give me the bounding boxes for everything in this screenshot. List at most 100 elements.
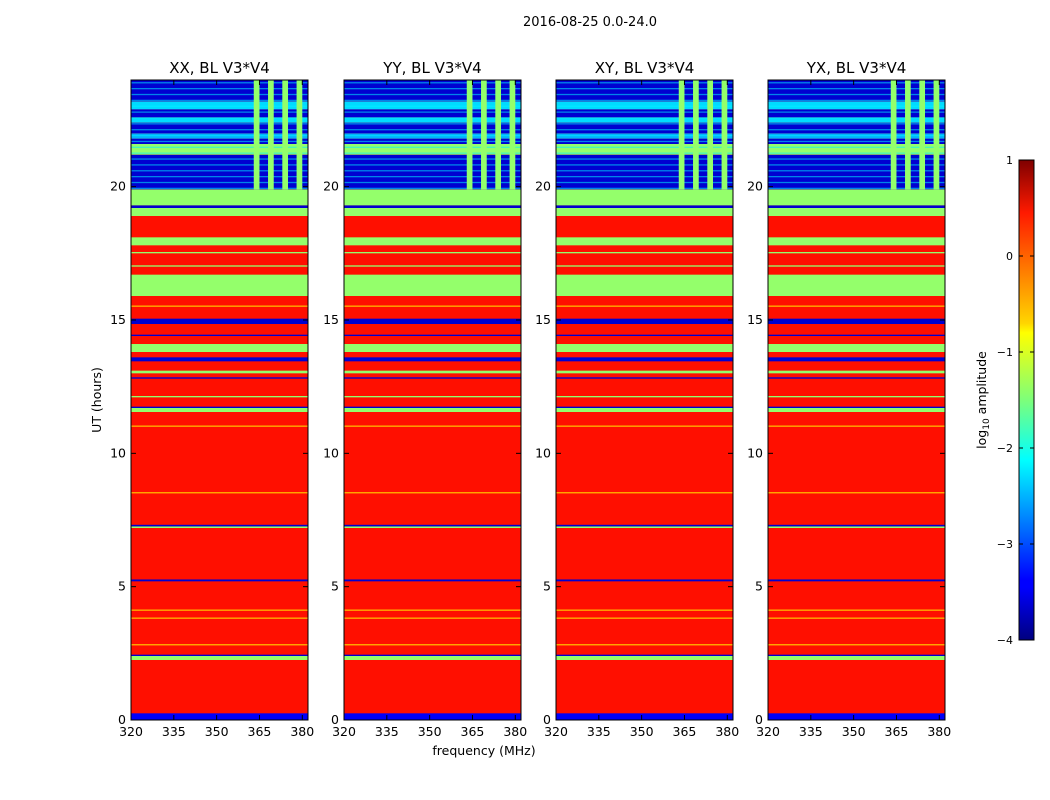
heatmap-band (344, 117, 521, 123)
heatmap-speckle (768, 176, 945, 178)
heatmap-band (131, 408, 308, 412)
heatmap-band (556, 154, 733, 190)
heatmap-speckle (131, 129, 308, 131)
heatmap-band (344, 370, 521, 374)
heatmap-speckle (768, 140, 945, 143)
y-tick-label: 10 (110, 445, 126, 460)
heatmap-speckle (344, 134, 521, 137)
heatmap-speckle (344, 111, 521, 113)
heatmap-band (344, 318, 521, 324)
heatmap-band (131, 318, 308, 324)
colorbar-gradient (1018, 159, 1035, 641)
y-tick-label: 15 (110, 312, 126, 327)
heatmap-band (768, 334, 945, 336)
heatmap-band (344, 526, 521, 528)
heatmap-speckle (556, 99, 733, 102)
heatmap-speckle (556, 93, 733, 96)
heatmap-speckle (768, 134, 945, 137)
panel-title: XY, BL V3*V4 (595, 59, 695, 77)
heatmap-band (768, 205, 945, 208)
heatmap-band (768, 408, 945, 412)
colorbar-tick-label: 1 (1006, 154, 1013, 167)
heatmap-speckle (768, 123, 945, 125)
heatmap-band (344, 274, 521, 296)
heatmap-speckle (768, 129, 945, 131)
heatmap-band (344, 492, 521, 494)
heatmap-band (768, 406, 945, 408)
heatmap-speckle (131, 88, 308, 90)
heatmap-speckle (131, 146, 308, 148)
x-axis-label: frequency (MHz) (432, 743, 535, 758)
heatmap-band (768, 492, 945, 494)
x-tick-label: 380 (290, 724, 314, 739)
panel-1: XX, BL V3*V4 320 335 350 365 380 0 5 10 15 20 (110, 59, 314, 739)
heatmap-band (768, 579, 945, 582)
heatmap-band (556, 524, 733, 527)
colorbar-label-prefix: log (974, 430, 989, 449)
heatmap-band (131, 208, 308, 216)
heatmap-band (131, 656, 308, 660)
heatmap-speckle (556, 176, 733, 178)
heatmap-band (344, 396, 521, 398)
heatmap-band (768, 644, 945, 646)
heatmap-band (344, 425, 521, 427)
heatmap-band (131, 357, 308, 362)
heatmap-band (768, 396, 945, 398)
heatmap-speckle (556, 111, 733, 113)
heatmap-band (768, 237, 945, 246)
heatmap-band (131, 305, 308, 307)
heatmap-band (344, 377, 521, 379)
y-tick-label: 5 (755, 579, 763, 594)
heatmap-band (131, 265, 308, 267)
x-tick-label: 365 (461, 724, 485, 739)
heatmap-band (768, 208, 945, 216)
rfi-column (282, 80, 289, 190)
x-tick-label: 350 (205, 724, 229, 739)
y-tick-label: 10 (323, 445, 339, 460)
heatmap-band (768, 80, 945, 102)
heatmap-speckle (344, 99, 521, 102)
x-tick-label: 365 (248, 724, 272, 739)
heatmap-speckle (768, 88, 945, 90)
heatmap-band (556, 189, 733, 206)
rfi-column (919, 80, 926, 190)
rfi-column (495, 80, 502, 190)
x-tick-label: 380 (503, 724, 527, 739)
heatmap-speckle (131, 158, 308, 160)
rfi-column (890, 80, 897, 190)
colorbar-label: log10 amplitude (974, 351, 992, 449)
rfi-column (466, 80, 473, 190)
heatmap-band (556, 406, 733, 408)
heatmap-band (556, 334, 733, 336)
heatmap-speckle (131, 93, 308, 96)
heatmap-speckle (344, 129, 521, 131)
heatmap-band (768, 154, 945, 190)
heatmap-band (344, 208, 521, 216)
heatmap-speckle (556, 181, 733, 184)
heatmap-speckle (131, 152, 308, 154)
heatmap-band (556, 344, 733, 352)
heatmap-speckle (131, 140, 308, 143)
heatmap-band (556, 617, 733, 619)
heatmap-band (556, 644, 733, 646)
y-tick-label: 10 (747, 445, 763, 460)
heatmap-band (768, 713, 945, 720)
heatmap-speckle (131, 170, 308, 172)
heatmap-speckle (344, 105, 521, 107)
heatmap-band (131, 101, 308, 110)
heatmap-band (131, 524, 308, 527)
heatmap-band (768, 144, 945, 155)
heatmap-band (556, 656, 733, 660)
y-tick-label: 10 (535, 445, 551, 460)
panel-title: XX, BL V3*V4 (169, 59, 270, 77)
heatmap-speckle (131, 111, 308, 113)
heatmap-band (556, 408, 733, 412)
heatmap-speckle (556, 88, 733, 90)
heatmap-band (768, 109, 945, 118)
y-tick-label: 0 (543, 712, 551, 727)
heatmap-band (344, 144, 521, 155)
heatmap-band (131, 526, 308, 528)
heatmap-speckle (131, 105, 308, 107)
colorbar-label-suffix: amplitude (974, 351, 989, 418)
heatmap-band (131, 492, 308, 494)
